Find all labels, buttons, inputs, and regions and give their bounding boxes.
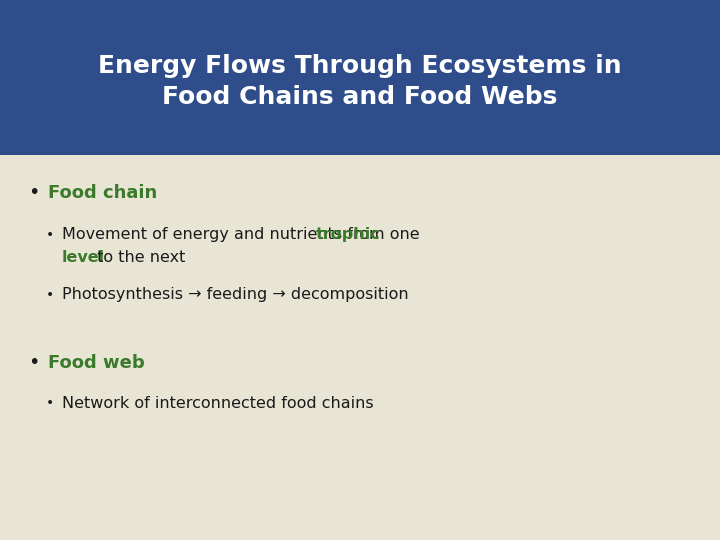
Text: trophic: trophic xyxy=(316,227,381,242)
Text: Energy Flows Through Ecosystems in: Energy Flows Through Ecosystems in xyxy=(98,53,622,78)
Text: Food web: Food web xyxy=(48,354,145,372)
Bar xyxy=(0,0,720,155)
Text: •: • xyxy=(28,354,40,373)
Text: •: • xyxy=(46,396,54,410)
Text: Movement of energy and nutrients from one: Movement of energy and nutrients from on… xyxy=(62,227,425,242)
Text: •: • xyxy=(46,288,54,302)
Text: •: • xyxy=(46,228,54,242)
Text: Food chain: Food chain xyxy=(48,184,157,202)
Text: Network of interconnected food chains: Network of interconnected food chains xyxy=(62,395,374,410)
Text: Food Chains and Food Webs: Food Chains and Food Webs xyxy=(162,85,558,110)
Text: •: • xyxy=(28,184,40,202)
Text: Photosynthesis → feeding → decomposition: Photosynthesis → feeding → decomposition xyxy=(62,287,409,302)
Text: level: level xyxy=(62,249,105,265)
Text: to the next: to the next xyxy=(92,249,186,265)
